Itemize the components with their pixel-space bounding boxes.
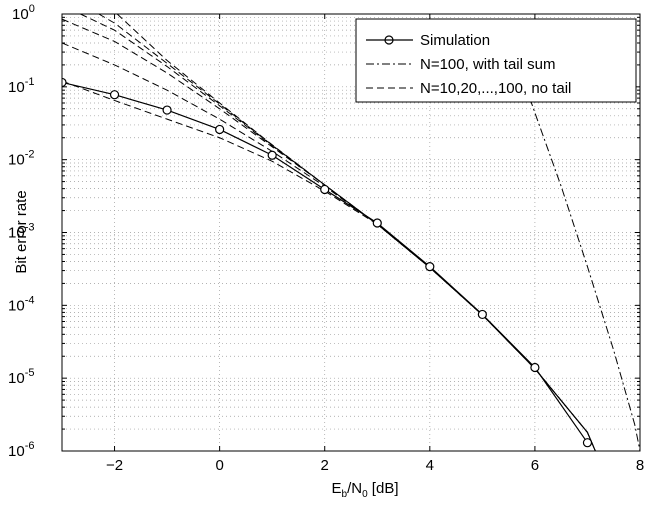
x-tick-label: 6 [531,457,539,474]
y-tick-label: 100 [12,3,35,23]
y-tick-label: 10-6 [8,440,34,460]
y-tick-label: 10-4 [8,294,34,314]
y-tick-label: 10-2 [8,149,34,169]
y-tick-label: 10-5 [8,367,34,387]
simulation-marker [62,77,67,88]
grid [62,14,640,451]
x-tick-label: 8 [636,457,644,474]
simulation-marker [215,124,225,135]
simulation-marker [582,438,593,448]
simulation-marker [162,105,172,115]
y-tick-labels: 100 10-1 10-2 10-3 10-4 10-5 10-6 [8,3,35,460]
x-tick-labels: −2 0 2 4 6 8 [106,457,644,474]
series-group [62,14,640,451]
simulation-marker [320,184,330,195]
legend-label-with-tail: N=100, with tail sum [420,56,555,73]
legend: Simulation N=100, with tail sum N=10,20,… [355,18,637,103]
legend-label-no-tail: N=10,20,...,100, no tail [420,80,571,97]
legend-marker-simulation [384,35,394,45]
y-axis-label: Bit error rate [13,190,30,273]
simulation-marker [530,362,540,373]
y-tick-label: 10-1 [8,76,34,96]
x-tick-label: 2 [321,457,329,474]
x-tick-label: −2 [106,457,123,474]
simulation-marker [109,90,120,100]
y-tick-label: 10-3 [8,222,34,242]
x-axis-label: Eb/N0 [dB] [332,480,399,500]
series-line-with-tail [513,52,640,451]
series-line-no-tail [62,42,596,451]
legend-label-simulation: Simulation [420,32,490,49]
simulation-marker [477,309,487,320]
x-tick-label: 4 [426,457,434,474]
simulation-marker [425,262,435,272]
simulation-marker [267,150,277,160]
simulation-marker [372,218,382,228]
x-tick-label: 0 [215,457,223,474]
ticks [62,13,641,452]
